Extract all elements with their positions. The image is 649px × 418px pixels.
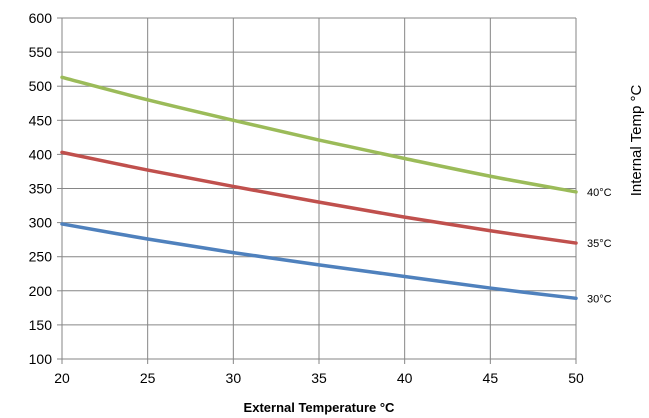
series-labels: 40°C 35°C 30°C [587, 187, 612, 305]
x-axis-ticks: 20 25 30 35 40 45 50 [54, 370, 584, 386]
x-axis-title: External Temperature °C [244, 400, 396, 415]
y-tick-label: 300 [29, 215, 53, 231]
x-tick-label: 50 [568, 370, 584, 386]
y-tick-label: 150 [29, 317, 53, 333]
y-tick-label: 500 [29, 78, 53, 94]
grid [57, 17, 577, 364]
x-tick-label: 20 [54, 370, 70, 386]
y-tick-label: 200 [29, 283, 53, 299]
series-line-0 [60, 75, 578, 194]
series-label-1: 35°C [587, 238, 612, 250]
y-tick-label: 400 [29, 146, 53, 162]
y-tick-label: 250 [29, 249, 53, 265]
x-tick-label: 25 [140, 370, 156, 386]
y-tick-label: 350 [29, 181, 53, 197]
x-tick-label: 30 [226, 370, 242, 386]
y-tick-label: 600 [29, 10, 53, 26]
y-tick-label: 550 [29, 44, 53, 60]
series-line-1 [60, 150, 578, 245]
right-axis-title: Internal Temp °C [628, 85, 645, 197]
y-tick-label: 100 [29, 351, 53, 367]
series-label-2: 30°C [587, 293, 612, 305]
x-tick-label: 35 [311, 370, 327, 386]
series-lines [60, 75, 578, 301]
x-tick-label: 45 [483, 370, 499, 386]
series-label-0: 40°C [587, 187, 612, 199]
x-tick-label: 40 [397, 370, 413, 386]
series-line-2 [60, 222, 578, 301]
y-axis-ticks: 100 150 200 250 300 350 400 450 500 550 600 [29, 10, 53, 367]
y-tick-label: 450 [29, 112, 53, 128]
